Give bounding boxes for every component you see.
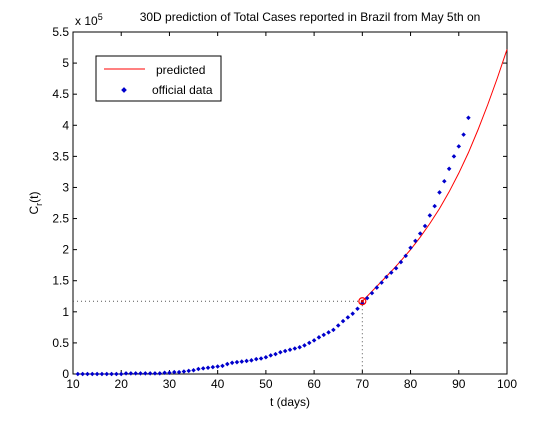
data-point [374, 285, 380, 290]
x-tick-label: 90 [452, 377, 466, 391]
y-tick-label: 4.5 [52, 87, 69, 101]
legend-official-data-label: official data [152, 83, 213, 97]
x-tick-label: 60 [307, 377, 321, 391]
data-point [80, 371, 85, 377]
data-point [162, 370, 167, 376]
data-point [335, 323, 341, 328]
data-point [278, 349, 283, 355]
data-point [94, 371, 100, 377]
series-official-data [75, 115, 471, 377]
data-point [181, 369, 187, 374]
data-point [398, 259, 404, 265]
data-point [379, 280, 384, 285]
data-point [364, 295, 370, 301]
y-tick-label: 1 [62, 305, 69, 319]
guide-lines [73, 300, 363, 374]
y-axis-title-main: C [27, 206, 41, 215]
legend: predicted official data [95, 55, 222, 102]
data-point [128, 371, 134, 376]
y-multiplier-exponent: 5 [98, 12, 103, 22]
x-tick-label: 80 [404, 377, 418, 391]
legend-official-data-marker [121, 87, 127, 93]
data-point [316, 335, 322, 340]
data-point [268, 353, 273, 358]
data-point [466, 115, 471, 121]
data-point [263, 354, 269, 360]
data-point [331, 327, 336, 333]
legend-predicted-label: predicted [156, 63, 205, 77]
data-point [321, 332, 327, 338]
data-point [157, 371, 163, 376]
data-point [287, 347, 293, 353]
y-tick-label: 5.5 [52, 25, 69, 39]
y-tick-label: 2 [62, 243, 69, 257]
chart-title: 30D prediction of Total Cases reported i… [140, 10, 481, 24]
data-point [133, 371, 138, 376]
data-point [302, 343, 307, 348]
x-tick-label: 70 [356, 377, 370, 391]
data-point [258, 356, 264, 361]
marker-dot [360, 299, 364, 303]
data-point [355, 306, 360, 311]
y-tick-label: 0.5 [52, 336, 69, 350]
data-point [345, 315, 351, 320]
y-tick-label: 1.5 [52, 274, 69, 288]
y-axis-title-tail: (t) [27, 191, 41, 202]
data-point [210, 364, 216, 370]
data-point [225, 361, 230, 367]
y-multiplier: x 105 [75, 12, 103, 28]
y-tick-label: 3.5 [52, 149, 69, 163]
x-tick-label: 30 [163, 377, 177, 391]
data-point [369, 290, 375, 296]
data-point [384, 274, 389, 280]
data-point [152, 371, 158, 376]
data-point [215, 364, 220, 369]
data-point [403, 253, 408, 259]
data-point [408, 245, 413, 251]
y-tick-label: 4 [62, 118, 69, 132]
axis-ticks: 10 20 30 40 50 60 70 80 90 100 0 0.5 1 1.5 2 2.5 3 3.5 4 4.… [52, 25, 517, 391]
data-point [244, 358, 249, 364]
data-point [393, 266, 399, 271]
y-axis-title-subscript: r [34, 203, 44, 206]
data-point [253, 356, 259, 362]
marker-ring [358, 297, 367, 306]
y-tick-label: 5 [62, 56, 69, 70]
data-point [389, 270, 394, 275]
data-point [292, 346, 298, 351]
x-tick-label: 40 [211, 377, 225, 391]
data-point [350, 311, 355, 316]
data-point [451, 154, 457, 159]
data-point [282, 348, 288, 354]
data-point [307, 340, 312, 346]
y-tick-label: 3 [62, 180, 69, 194]
data-point [220, 363, 225, 369]
x-tick-label: 10 [66, 377, 80, 391]
data-point [311, 338, 317, 343]
x-tick-label: 100 [497, 377, 517, 391]
x-tick-label: 20 [115, 377, 129, 391]
legend-box [95, 55, 222, 102]
data-point [326, 330, 331, 335]
y-tick-label: 2.5 [52, 212, 69, 226]
y-multiplier-base: x 10 [75, 14, 98, 28]
data-point [249, 358, 254, 363]
x-tick-label: 50 [259, 377, 273, 391]
data-point [432, 203, 437, 209]
x-axis-title: t (days) [270, 395, 310, 409]
data-point [273, 351, 278, 357]
data-point [297, 344, 302, 350]
data-point [196, 366, 201, 372]
data-point [191, 368, 196, 373]
highlight-marker [358, 297, 367, 306]
y-tick-label: 0 [62, 367, 69, 381]
data-point [442, 178, 447, 184]
data-point [340, 318, 346, 324]
data-point [186, 368, 191, 374]
data-point [417, 231, 423, 236]
y-axis-title: Cr(t) [27, 191, 44, 214]
